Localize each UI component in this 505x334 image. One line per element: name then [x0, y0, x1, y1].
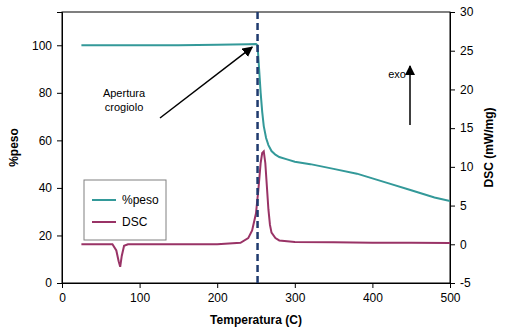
- tick-label: 200: [208, 291, 228, 305]
- tick: 10: [450, 160, 474, 174]
- tick-mark: [450, 244, 455, 245]
- tick: 0: [45, 276, 62, 290]
- tick-mark: [450, 167, 455, 168]
- tick-mark: [450, 128, 455, 129]
- tick: 15: [450, 121, 474, 135]
- tick-label: 400: [363, 291, 383, 305]
- vertical-line: [256, 12, 259, 283]
- tick-mark: [450, 51, 455, 52]
- plot-frame: [62, 12, 450, 283]
- tick: 100: [130, 283, 150, 305]
- tick: 80: [39, 86, 62, 100]
- tick-mark: [450, 206, 455, 207]
- tick-mark: [295, 283, 296, 288]
- tick-label: 10: [460, 160, 474, 174]
- tick: 30: [450, 5, 474, 19]
- tick: 5: [450, 199, 467, 213]
- legend: %peso DSC: [84, 180, 166, 240]
- legend-box: [84, 180, 166, 240]
- tick: 20: [450, 83, 474, 97]
- tick-label: -5: [460, 276, 471, 290]
- series-line: [81, 151, 450, 266]
- tick: 500: [440, 283, 460, 305]
- tick-mark: [57, 235, 62, 236]
- tick-label: 20: [39, 229, 53, 243]
- tick-mark: [57, 283, 62, 284]
- x-axis-title: Temperatura (C): [210, 313, 302, 327]
- legend-label: %peso: [122, 193, 159, 207]
- tick-label: 60: [39, 134, 53, 148]
- y2-axis-title: DSC (mW/mg): [482, 108, 496, 188]
- tick-mark: [57, 93, 62, 94]
- legend-swatch: [92, 221, 116, 223]
- legend-label: DSC: [122, 215, 148, 229]
- tick-mark: [140, 283, 141, 288]
- annotation-arrow: [409, 66, 411, 125]
- axis-line: [57, 13, 63, 284]
- tick-label: 0: [59, 291, 66, 305]
- tick-mark: [450, 12, 455, 13]
- y-axis-title: %peso: [7, 128, 21, 167]
- tick-mark: [57, 140, 62, 141]
- tick-label: 80: [39, 86, 53, 100]
- tick: 100: [32, 39, 62, 53]
- tick-mark: [217, 283, 218, 288]
- y2-axis: -5 0 5 10 15 20 25 30: [450, 5, 474, 290]
- tick-mark: [450, 283, 455, 284]
- tick-label: 300: [285, 291, 305, 305]
- tick-label: 0: [460, 238, 467, 252]
- tick-label: 100: [32, 39, 52, 53]
- axis-line: [451, 13, 456, 284]
- tick: -5: [450, 276, 471, 290]
- tick: 25: [450, 44, 474, 58]
- annotation: exo: [388, 68, 406, 80]
- tick-mark: [450, 89, 455, 90]
- tick: 40: [39, 181, 62, 195]
- tick: 0: [59, 283, 66, 305]
- tick-label: 0: [45, 276, 52, 290]
- tick-label: 20: [460, 83, 474, 97]
- tick-label: 500: [440, 291, 460, 305]
- tick-label: 30: [460, 5, 474, 19]
- axis-line: [63, 284, 451, 289]
- tick: 400: [363, 283, 383, 305]
- annotation: Aperturacrogiolo: [103, 87, 146, 113]
- tick-mark: [57, 45, 62, 46]
- tick-label: 100: [130, 291, 150, 305]
- tick: 20: [39, 229, 62, 243]
- tick-label: 5: [460, 199, 467, 213]
- data-layer: [81, 12, 450, 283]
- tick-mark: [372, 283, 373, 288]
- y-axis: 0 20 40 60 80 100: [32, 13, 63, 291]
- chart: 0 100 200 300 400 500 0 20 40 60 80 100 -5 0 5 10 15 20 25…: [0, 0, 505, 334]
- annotation-arrow: [160, 47, 252, 118]
- plot: 0 100 200 300 400 500 0 20 40 60 80 100 -5 0 5 10 15 20 25…: [32, 5, 474, 304]
- tick-label: 40: [39, 181, 53, 195]
- tick: 200: [208, 283, 228, 305]
- tick-label: 25: [460, 44, 474, 58]
- tick-mark: [57, 188, 62, 189]
- tick: 300: [285, 283, 305, 305]
- tick: 0: [450, 238, 467, 252]
- x-axis: 0 100 200 300 400 500: [59, 283, 461, 305]
- tick: 60: [39, 134, 62, 148]
- tick-label: 15: [460, 121, 474, 135]
- legend-swatch: [92, 199, 116, 201]
